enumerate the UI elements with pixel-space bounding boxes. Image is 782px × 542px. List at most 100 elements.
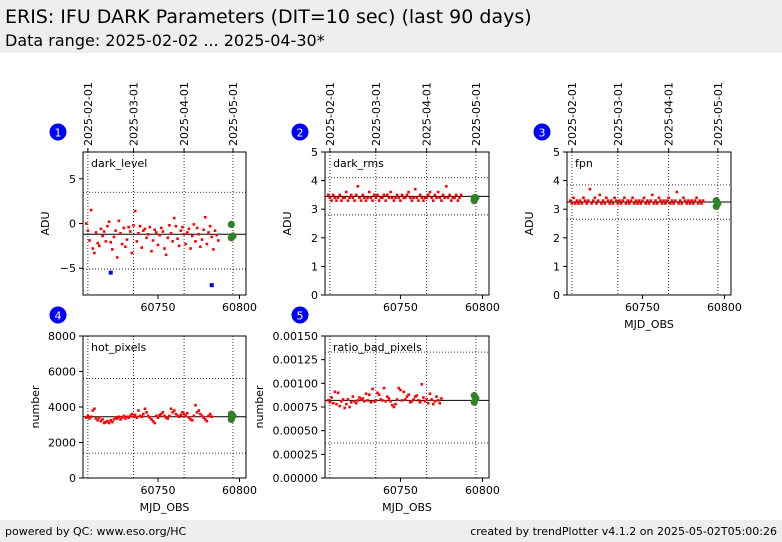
plot1-data-point bbox=[138, 224, 142, 228]
plot1-data-point bbox=[192, 223, 196, 226]
plot4-data-point bbox=[208, 412, 212, 416]
plot3-data-point bbox=[665, 199, 669, 202]
plot5-data-point bbox=[405, 395, 409, 398]
plot3-x-tick-label: 60800 bbox=[707, 301, 742, 314]
plot5-data-point bbox=[384, 400, 387, 403]
plot2-data-point bbox=[386, 193, 389, 197]
plot1-data-point bbox=[145, 236, 148, 240]
plot4-data-point bbox=[124, 417, 127, 420]
plot2-data-point bbox=[405, 193, 409, 197]
plot2-data-point bbox=[430, 196, 433, 200]
plot5-data-point bbox=[407, 393, 410, 396]
plot4-data-point bbox=[132, 415, 135, 419]
plot5-data-point bbox=[331, 401, 335, 405]
plot1-latest-point bbox=[229, 232, 237, 240]
plot4-data-point bbox=[177, 415, 181, 419]
plot3-data-point bbox=[596, 199, 600, 202]
plot3-data-point bbox=[593, 196, 597, 200]
plot1-x-tick-label: 60800 bbox=[222, 301, 257, 314]
plot1-data-point bbox=[101, 234, 104, 238]
plot2-data-point bbox=[381, 196, 384, 200]
plot3-data-point bbox=[685, 202, 689, 205]
plot5-data-point bbox=[338, 404, 342, 408]
plot3-data-point bbox=[637, 199, 641, 202]
plot2-data-point bbox=[349, 193, 353, 197]
plot4-y-axis-label: number bbox=[29, 385, 42, 428]
plot5-y-tick-label: 0.00075 bbox=[273, 401, 319, 414]
plot1-data-point bbox=[142, 229, 145, 232]
plot4-data-point bbox=[184, 414, 187, 418]
plot4-x-axis-label: MJD_OBS bbox=[140, 501, 190, 514]
plot4-data-point bbox=[202, 416, 205, 419]
plot1-outlier-point bbox=[108, 270, 113, 275]
plot2-x-tick-label: 60750 bbox=[383, 301, 418, 314]
plot2-data-point bbox=[423, 196, 427, 200]
plot4-data-point bbox=[99, 419, 103, 423]
plot1-data-point bbox=[106, 224, 109, 228]
plot3-date-tick-label: 2025-05-01 bbox=[712, 82, 725, 146]
plot1-data-point bbox=[168, 223, 171, 227]
plot3-y-tick-label: 2 bbox=[553, 232, 560, 245]
plot5-data-point bbox=[361, 397, 365, 400]
plot4-data-point bbox=[186, 411, 189, 415]
plot2-data-point bbox=[353, 199, 356, 202]
plot1-data-point bbox=[96, 241, 99, 245]
plot1-outlier-point bbox=[209, 283, 214, 288]
plot3-data-point bbox=[614, 199, 618, 202]
plot4-data-point bbox=[195, 411, 199, 414]
plot1-data-point bbox=[159, 226, 163, 230]
plot1-date-tick-label: 2025-03-01 bbox=[128, 82, 141, 146]
plot2-date-tick-label: 2025-05-01 bbox=[470, 82, 483, 146]
plot2-data-point bbox=[443, 196, 447, 200]
plot4-data-point bbox=[128, 414, 132, 418]
plot1-data-point bbox=[164, 253, 168, 257]
plot5-data-point bbox=[356, 399, 360, 402]
plot5-y-axis-label: number bbox=[253, 385, 266, 428]
plot3-data-point bbox=[605, 196, 608, 200]
plot4-data-point bbox=[189, 418, 192, 421]
plot4-x-tick-label: 60800 bbox=[222, 484, 257, 497]
plot3-y-axis-label: ADU bbox=[523, 211, 536, 235]
plot4-data-point bbox=[102, 421, 106, 425]
plot4-y-tick-label: 8000 bbox=[48, 330, 76, 343]
plot3-data-point bbox=[613, 196, 616, 200]
plot1-data-point bbox=[205, 242, 209, 246]
footer-powered-by[interactable]: powered by QC: www.eso.org/HC bbox=[5, 525, 187, 538]
plot2-data-point bbox=[427, 193, 430, 197]
plot5-data-point bbox=[392, 405, 396, 409]
plot5-data-point bbox=[349, 400, 353, 404]
plot2-data-point bbox=[395, 193, 399, 197]
plot3-data-point bbox=[670, 199, 674, 202]
plot2-data-point bbox=[453, 196, 456, 200]
plot2-axes-frame bbox=[324, 151, 490, 296]
plot3-data-point bbox=[575, 199, 579, 202]
plot5-data-point bbox=[386, 395, 389, 398]
plot2-data-point bbox=[392, 199, 396, 202]
plot3-data-point bbox=[683, 199, 687, 202]
plot4-latest-point bbox=[229, 412, 237, 420]
plot1-data-point bbox=[161, 230, 165, 233]
plot3-data-point bbox=[603, 202, 607, 205]
plot5-x-tick-label: 60750 bbox=[383, 484, 418, 497]
plot4-data-point bbox=[210, 415, 214, 419]
plot3-data-point bbox=[662, 199, 666, 202]
plot3-data-point bbox=[568, 199, 572, 202]
plot4-data-point bbox=[172, 409, 176, 412]
plot5-data-point bbox=[417, 399, 420, 402]
plot5-data-point bbox=[435, 395, 438, 398]
plot3-data-point bbox=[619, 202, 623, 205]
plot4-y-tick-label: 2000 bbox=[48, 437, 76, 450]
plot1-data-point bbox=[84, 222, 88, 225]
plot1-data-point bbox=[122, 226, 126, 230]
plot4-data-point bbox=[84, 416, 88, 419]
plot3-data-point bbox=[628, 202, 631, 205]
plot3-data-point bbox=[618, 199, 621, 202]
plot4-data-point bbox=[156, 416, 160, 419]
plot2-data-point bbox=[340, 199, 343, 202]
plot5-data-point bbox=[418, 400, 422, 404]
plot3-data-point bbox=[572, 196, 575, 200]
plot1-data-point bbox=[104, 240, 108, 243]
plot1-data-point bbox=[158, 233, 161, 237]
plot1-data-point bbox=[137, 232, 140, 235]
plot4-y-tick-label: 6000 bbox=[48, 366, 76, 379]
